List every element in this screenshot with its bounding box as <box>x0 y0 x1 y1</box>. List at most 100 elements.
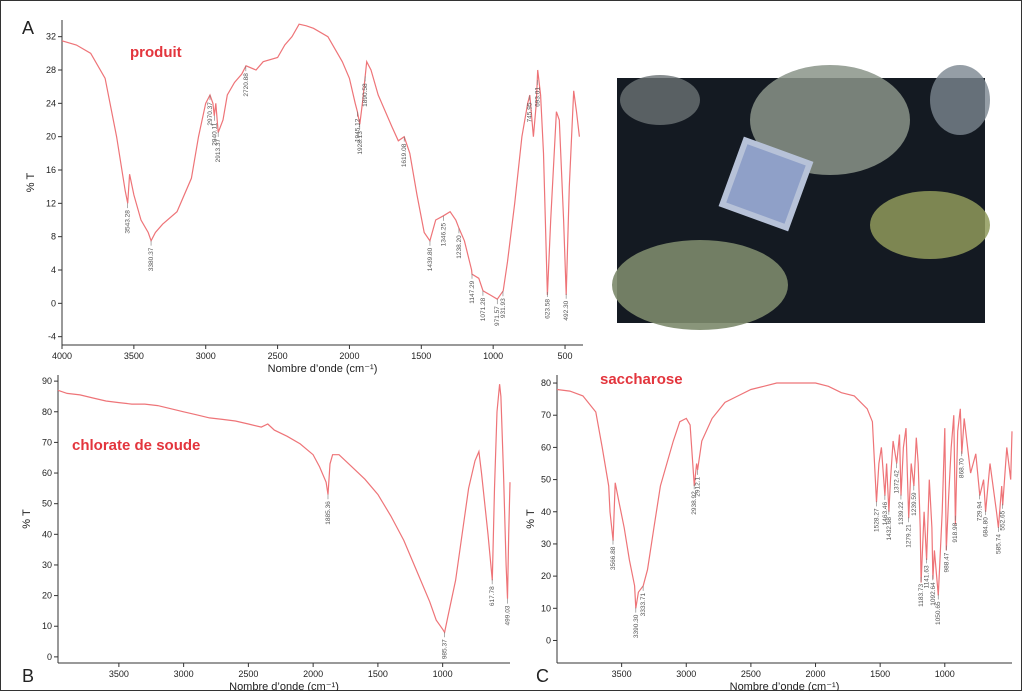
peak-label: 1346.25 <box>440 222 447 246</box>
peak-label: 1928.13 <box>357 131 364 155</box>
y-tick-label: 70 <box>42 437 52 447</box>
y-tick-label: 40 <box>42 529 52 539</box>
peak-label: 1619.08 <box>401 143 408 167</box>
y-tick-label: 40 <box>541 507 551 517</box>
x-tick-label: 2500 <box>268 351 288 361</box>
y-tick-label: 50 <box>42 499 52 509</box>
y-tick-label: 80 <box>541 378 551 388</box>
y-tick-label: 90 <box>42 376 52 386</box>
x-tick-label: 1500 <box>368 669 388 679</box>
y-tick-label: 0 <box>546 635 551 645</box>
peak-label: 1439.80 <box>427 247 434 271</box>
x-tick-label: 3000 <box>196 351 216 361</box>
x-tick-label: 1500 <box>411 351 431 361</box>
y-tick-label: 0 <box>51 298 56 308</box>
peak-label: 2720.88 <box>243 73 250 97</box>
peak-label: 1071.28 <box>480 297 487 321</box>
y-tick-label: 20 <box>42 591 52 601</box>
micrograph <box>612 65 990 330</box>
peak-label: 3566.88 <box>610 546 617 570</box>
x-tick-label: 3500 <box>109 669 129 679</box>
peak-label: 1141.63 <box>923 565 930 588</box>
peak-label: 2913.37 <box>215 138 222 162</box>
y-tick-label: 4 <box>51 265 56 275</box>
y-tick-label: 32 <box>46 32 56 42</box>
y-tick-label: 10 <box>541 603 551 613</box>
y-tick-label: 60 <box>42 468 52 478</box>
peak-label: 988.47 <box>943 552 950 572</box>
peak-label: 1147.29 <box>469 280 476 303</box>
x-tick-label: 2500 <box>741 669 761 679</box>
x-axis-label: Nombre d’onde (cm⁻¹) <box>229 681 339 691</box>
peak-label: 2970.37 <box>207 102 214 126</box>
y-tick-label: 70 <box>541 410 551 420</box>
peak-label: 2912.1 <box>695 476 702 496</box>
y-tick-label: 30 <box>42 560 52 570</box>
peak-label: 585.74 <box>995 534 1002 554</box>
x-axis-label: Nombre d’onde (cm⁻¹) <box>268 363 378 375</box>
peak-label: 617.78 <box>489 586 496 606</box>
x-tick-label: 1000 <box>483 351 503 361</box>
peak-label: 918.98 <box>952 522 959 542</box>
peak-label: 693.01 <box>534 87 541 107</box>
peak-label: 1945.12 <box>354 118 361 142</box>
y-tick-label: 80 <box>42 407 52 417</box>
y-tick-label: 8 <box>51 232 56 242</box>
peak-label: 745.95 <box>527 102 534 122</box>
peak-label: 552.65 <box>1000 510 1007 530</box>
peak-label: 971.57 <box>494 306 501 326</box>
peak-label: 868.70 <box>959 458 966 478</box>
peak-label: 2938.92 <box>691 491 698 515</box>
x-tick-label: 3000 <box>174 669 194 679</box>
x-tick-label: 500 <box>558 351 573 361</box>
spectrum-title: chlorate de soude <box>72 437 200 454</box>
peak-label: 2940.11 <box>211 122 218 145</box>
peak-label: 1092.64 <box>930 582 937 606</box>
y-tick-label: 16 <box>46 165 56 175</box>
y-tick-label: 12 <box>46 198 56 208</box>
peak-label: 1238.20 <box>456 235 463 259</box>
x-axis-label: Nombre d’onde (cm⁻¹) <box>730 681 840 691</box>
x-tick-label: 3500 <box>124 351 144 361</box>
y-tick-label: -4 <box>48 332 56 342</box>
y-tick-label: 20 <box>46 132 56 142</box>
spectrum-line <box>556 382 1013 609</box>
y-tick-label: 24 <box>46 98 56 108</box>
peak-label: 1432.68 <box>886 517 893 541</box>
peak-label: 1279.21 <box>906 524 913 548</box>
peak-label: 3333.71 <box>640 593 647 617</box>
x-tick-label: 3000 <box>676 669 696 679</box>
y-axis-label: % T <box>25 173 37 193</box>
x-tick-label: 1000 <box>935 669 955 679</box>
y-tick-label: 60 <box>541 442 551 452</box>
peak-label: 492.30 <box>563 300 570 320</box>
panel-letter: C <box>536 666 549 686</box>
peak-label: 1239.59 <box>911 492 918 516</box>
spectrum-title: produit <box>130 44 182 61</box>
x-tick-label: 1000 <box>433 669 453 679</box>
y-tick-label: 28 <box>46 65 56 75</box>
x-tick-label: 1500 <box>870 669 890 679</box>
panel-letter: B <box>22 666 34 686</box>
y-axis-label: % T <box>21 509 33 529</box>
x-tick-label: 4000 <box>52 351 72 361</box>
peak-label: 623.58 <box>544 299 551 319</box>
peak-label: 1372.42 <box>894 470 901 494</box>
peak-label: 3543.28 <box>125 210 132 234</box>
peak-label: 499.03 <box>505 605 512 625</box>
peak-label: 3380.37 <box>148 247 155 271</box>
y-tick-label: 30 <box>541 539 551 549</box>
peak-label: 684.80 <box>983 517 990 537</box>
peak-label: 1339.22 <box>898 501 905 525</box>
peak-label: 1183.73 <box>918 583 925 606</box>
y-tick-label: 20 <box>541 571 551 581</box>
panel-letter: A <box>22 18 34 38</box>
spectrum-line <box>57 384 511 635</box>
peak-label: 1890.58 <box>362 83 369 107</box>
peak-label: 729.94 <box>977 501 984 521</box>
peak-label: 1050.65 <box>935 601 942 625</box>
spectrum-title: saccharose <box>600 371 683 388</box>
spectrum-line <box>61 23 580 301</box>
x-tick-label: 3500 <box>612 669 632 679</box>
